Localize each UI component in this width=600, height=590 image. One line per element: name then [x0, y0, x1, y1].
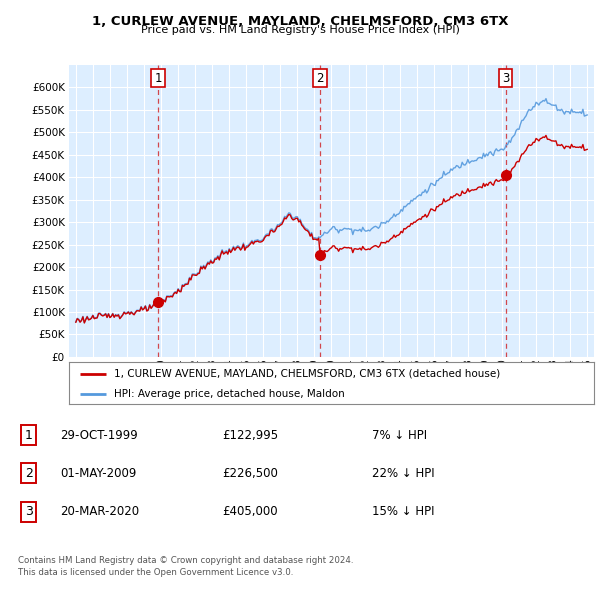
- Text: 20-MAR-2020: 20-MAR-2020: [60, 505, 139, 519]
- Text: 2: 2: [316, 71, 324, 84]
- Text: £405,000: £405,000: [222, 505, 278, 519]
- Text: Contains HM Land Registry data © Crown copyright and database right 2024.: Contains HM Land Registry data © Crown c…: [18, 556, 353, 565]
- Text: 1: 1: [25, 428, 33, 442]
- Text: 7% ↓ HPI: 7% ↓ HPI: [372, 428, 427, 442]
- Text: 3: 3: [25, 505, 33, 519]
- Text: 1, CURLEW AVENUE, MAYLAND, CHELMSFORD, CM3 6TX (detached house): 1, CURLEW AVENUE, MAYLAND, CHELMSFORD, C…: [113, 369, 500, 379]
- Text: 2: 2: [25, 467, 33, 480]
- Text: £226,500: £226,500: [222, 467, 278, 480]
- Text: 15% ↓ HPI: 15% ↓ HPI: [372, 505, 434, 519]
- Text: 1: 1: [154, 71, 162, 84]
- Text: HPI: Average price, detached house, Maldon: HPI: Average price, detached house, Mald…: [113, 389, 344, 398]
- Text: £122,995: £122,995: [222, 428, 278, 442]
- Text: Price paid vs. HM Land Registry's House Price Index (HPI): Price paid vs. HM Land Registry's House …: [140, 25, 460, 35]
- Text: 29-OCT-1999: 29-OCT-1999: [60, 428, 138, 442]
- Text: 1, CURLEW AVENUE, MAYLAND, CHELMSFORD, CM3 6TX: 1, CURLEW AVENUE, MAYLAND, CHELMSFORD, C…: [92, 15, 508, 28]
- Text: 3: 3: [502, 71, 509, 84]
- Text: 22% ↓ HPI: 22% ↓ HPI: [372, 467, 434, 480]
- Text: 01-MAY-2009: 01-MAY-2009: [60, 467, 136, 480]
- Text: This data is licensed under the Open Government Licence v3.0.: This data is licensed under the Open Gov…: [18, 568, 293, 576]
